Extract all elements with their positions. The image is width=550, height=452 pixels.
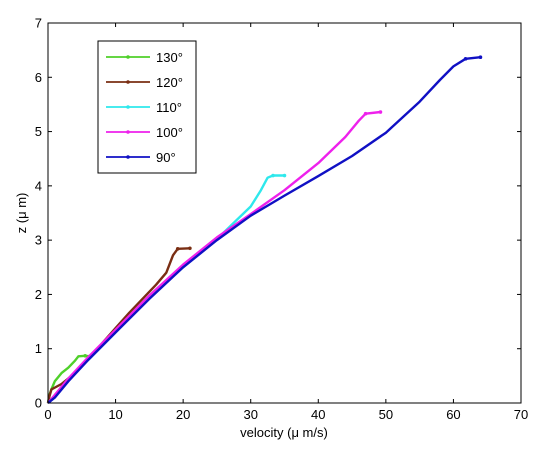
y-tick-label: 2 [35, 287, 42, 302]
y-tick-label: 3 [35, 233, 42, 248]
legend-marker-2 [126, 105, 130, 109]
legend-marker-0 [126, 55, 130, 59]
x-tick-label: 70 [514, 407, 528, 422]
x-tick-label: 10 [108, 407, 122, 422]
series-end-marker-2 [283, 174, 287, 178]
x-tick-label: 40 [311, 407, 325, 422]
x-tick-label: 20 [176, 407, 190, 422]
legend-marker-1 [126, 80, 130, 84]
legend-marker-4 [126, 155, 130, 159]
legend-label-0: 130° [156, 50, 183, 65]
series-marker-1 [176, 247, 180, 251]
y-tick-label: 7 [35, 16, 42, 31]
y-tick-label: 6 [35, 70, 42, 85]
series-end-marker-1 [188, 246, 192, 250]
legend-label-4: 90° [156, 150, 176, 165]
legend-label-2: 110° [156, 100, 182, 115]
series-marker-3 [364, 112, 368, 116]
y-tick-label: 0 [35, 396, 42, 411]
series-marker-0 [83, 354, 87, 358]
legend: 130° 120° 110° 100° 90° [98, 41, 196, 173]
y-tick-label: 4 [35, 178, 42, 193]
x-tick-label: 0 [44, 407, 51, 422]
series-end-marker-4 [479, 55, 483, 59]
x-axis-label: velocity (μ m/s) [240, 425, 328, 440]
x-tick-label: 30 [243, 407, 257, 422]
legend-label-1: 120° [156, 75, 183, 90]
x-tick-label: 60 [446, 407, 460, 422]
y-tick-label: 5 [35, 124, 42, 139]
x-tick-label: 50 [379, 407, 393, 422]
series-marker-2 [271, 174, 275, 178]
series-end-marker-3 [379, 110, 383, 114]
y-tick-label: 1 [35, 341, 42, 356]
y-axis-label: z (μ m) [14, 193, 29, 234]
series-marker-4 [464, 57, 468, 61]
legend-marker-3 [126, 130, 130, 134]
legend-label-3: 100° [156, 125, 183, 140]
